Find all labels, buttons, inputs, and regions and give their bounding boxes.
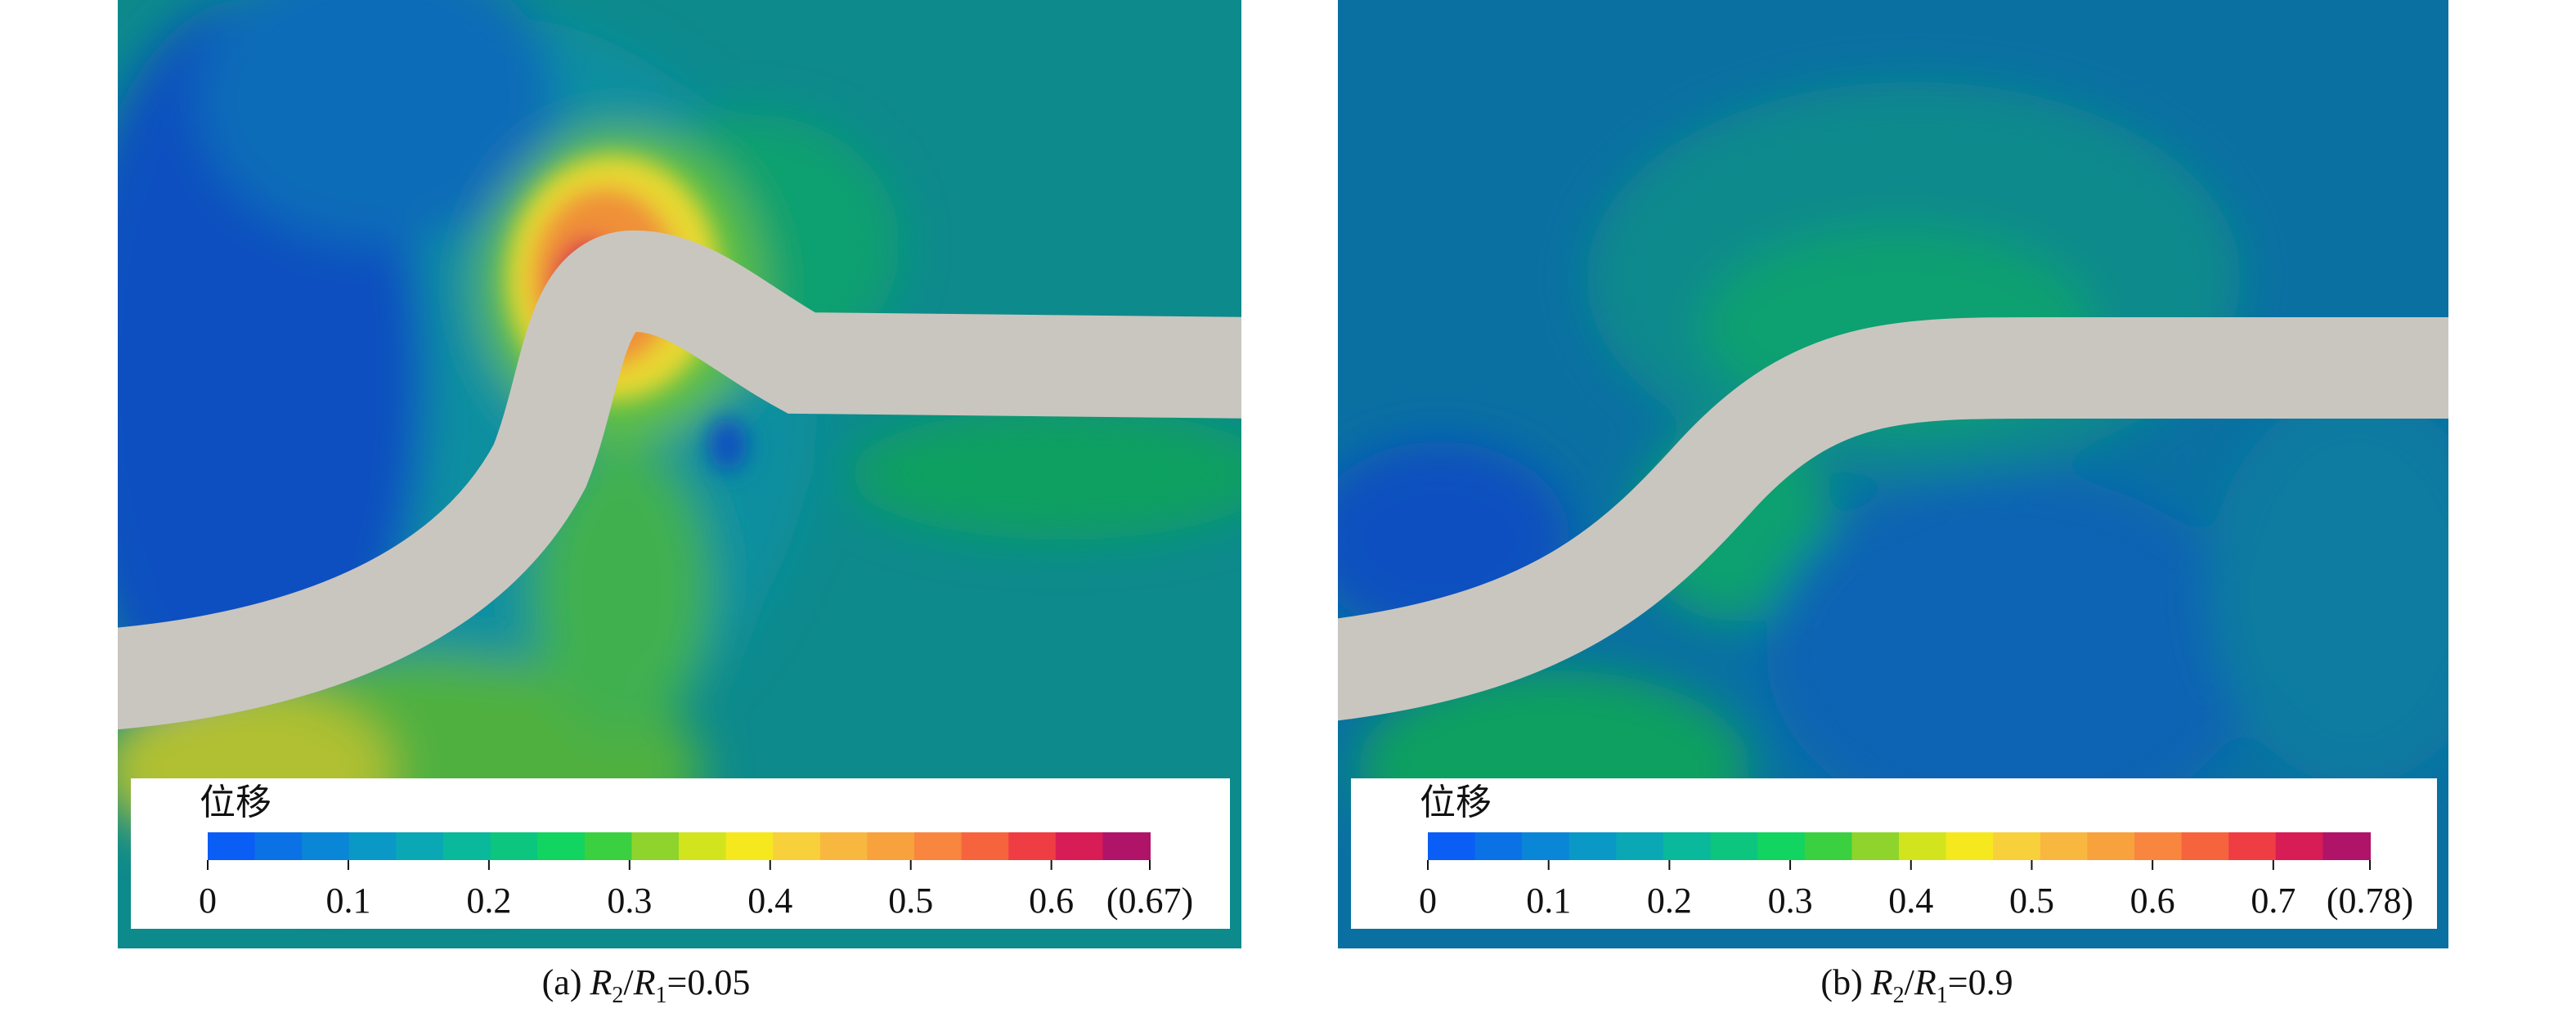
- colorbar-band: [725, 832, 774, 860]
- caption-sub1: 2: [1893, 983, 1905, 1008]
- colorbar-band: [1663, 832, 1712, 860]
- colorbar-title: 位移: [1420, 782, 1492, 823]
- colorbar-band: [1616, 832, 1664, 860]
- colorbar-tick-label: 0: [199, 881, 217, 921]
- colorbar-tick-label: 0.1: [325, 881, 370, 921]
- colorbar-title: 位移: [200, 782, 272, 823]
- colorbar-band: [348, 832, 397, 860]
- colorbar-band: [443, 832, 491, 860]
- colorbar-band: [1757, 832, 1806, 860]
- colorbar-band: [1993, 832, 2041, 860]
- colorbar-tick-label: 0.3: [607, 881, 652, 921]
- caption-var1: R: [590, 962, 613, 1002]
- colorbar-band: [2181, 832, 2230, 860]
- caption-value: =0.05: [667, 962, 751, 1002]
- colorbar-tick-label: 0.1: [1526, 881, 1571, 921]
- colorbar-band: [961, 832, 1010, 860]
- colorbar-tick-label: 0.2: [466, 881, 511, 921]
- colorbar-tick-label: 0.7: [2251, 881, 2296, 921]
- colorbar-band: [584, 832, 633, 860]
- colorbar-tick-label: 0.5: [2009, 881, 2054, 921]
- colorbar-band: [537, 832, 586, 860]
- colorbar-tick-label: 0.3: [1768, 881, 1813, 921]
- colorbar-band: [2275, 832, 2324, 860]
- caption: (a) R2/R1=0.05: [542, 962, 751, 1008]
- colorbar-band: [867, 832, 915, 860]
- colorbar-band: [1851, 832, 1900, 860]
- colorbar-band: [1899, 832, 1947, 860]
- caption-label: (b): [1820, 962, 1862, 1002]
- colorbar-tick-label: 0.2: [1647, 881, 1692, 921]
- colorbar-band: [1945, 832, 1995, 860]
- colorbar-band: [2134, 832, 2183, 860]
- caption-var1: R: [1870, 962, 1893, 1002]
- caption: (b) R2/R1=0.9: [1820, 962, 2013, 1008]
- caption-var2: R: [633, 962, 656, 1002]
- caption-var2: R: [1914, 962, 1936, 1002]
- colorbar-tick-label: 0.4: [1888, 881, 1933, 921]
- colorbar-tick-label: 0.6: [1029, 881, 1074, 921]
- colorbar-band: [679, 832, 727, 860]
- colorbar-band: [302, 832, 350, 860]
- colorbar-band: [2087, 832, 2135, 860]
- colorbar-tick-label: 0: [1419, 881, 1437, 921]
- colorbar-tick-label: 0.5: [888, 881, 933, 921]
- colorbar-band: [773, 832, 821, 860]
- caption-sep: /: [1905, 962, 1915, 1002]
- colorbar-band: [1804, 832, 1853, 860]
- colorbar-tick-label: 0.4: [747, 881, 792, 921]
- colorbar-max-label: (0.78): [2327, 881, 2413, 921]
- caption-sub2: 1: [656, 983, 667, 1008]
- caption-sub2: 1: [1936, 983, 1948, 1008]
- colorbar-band: [208, 832, 256, 860]
- colorbar-band: [490, 832, 539, 860]
- caption-sep: /: [623, 962, 634, 1002]
- colorbar-band: [1428, 832, 1476, 860]
- colorbar-tick-label: 0.6: [2130, 881, 2175, 921]
- colorbar-band: [1522, 832, 1570, 860]
- colorbar-band: [396, 832, 444, 860]
- colorbar-band: [2228, 832, 2277, 860]
- colorbar-band: [1008, 832, 1057, 860]
- colorbar-band: [1474, 832, 1524, 860]
- colorbar-band: [1568, 832, 1618, 860]
- colorbar-band: [2040, 832, 2089, 860]
- caption-value: =0.9: [1948, 962, 2013, 1002]
- caption-label: (a): [542, 962, 582, 1002]
- colorbar-band: [1102, 832, 1151, 860]
- colorbar-band: [914, 832, 963, 860]
- colorbar-band: [1055, 832, 1104, 860]
- colorbar-band: [2322, 832, 2371, 860]
- colorbar-band: [631, 832, 680, 860]
- colorbar-band: [1710, 832, 1759, 860]
- caption-sub1: 2: [612, 983, 623, 1008]
- colorbar-max-label: (0.67): [1106, 881, 1193, 921]
- colorbar-band: [254, 832, 303, 860]
- colorbar-band: [819, 832, 868, 860]
